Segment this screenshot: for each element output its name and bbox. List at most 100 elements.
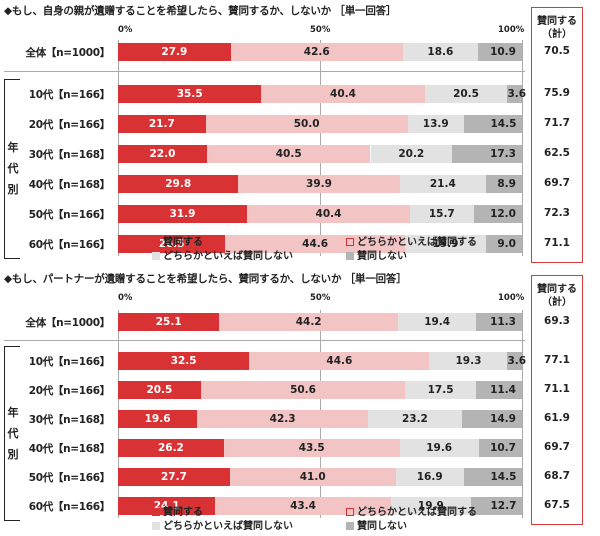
row-label: 40代【n=168】	[28, 179, 111, 191]
chart-title: ◆もし、パートナーが遺贈することを希望したら、賛同するか、しないか ［単一回答］	[4, 273, 407, 285]
summary-header-line: 賛同する	[537, 16, 577, 27]
bar-value-label: 19.9	[417, 500, 444, 512]
summary-value: 68.7	[544, 470, 570, 482]
age-group-char: 代	[7, 426, 19, 440]
bar-segment-disagree	[507, 352, 522, 370]
bar-segment-somewhat_agree	[197, 410, 369, 428]
gridline	[522, 40, 523, 256]
bar-segment-agree	[118, 145, 207, 163]
bar-value-label: 14.9	[490, 413, 516, 425]
bar-segment-somewhat_agree	[219, 313, 398, 331]
bar-value-label: 40.4	[315, 208, 342, 220]
bar-value-label: 22.0	[149, 148, 176, 160]
legend-item-disagree: 賛同しない	[346, 517, 407, 532]
bar-segment-somewhat_disagree	[405, 235, 486, 253]
bar-segment-somewhat_disagree	[390, 497, 472, 515]
x-tick-label: 0%	[118, 293, 133, 303]
bar-segment-somewhat_disagree	[399, 439, 479, 457]
legend-swatch	[152, 238, 160, 246]
bar-value-label: 24.1	[153, 500, 180, 512]
bar-segment-agree	[118, 352, 250, 370]
legend-item-somewhat_agree: どちらかといえば賛同する	[346, 233, 477, 248]
legend-label: 賛同しない	[357, 521, 407, 532]
age-group-bracket	[4, 346, 20, 521]
bar-segment-somewhat_disagree	[405, 381, 476, 399]
bar-segment-disagree	[485, 235, 522, 253]
row-label: 60代【n=166】	[28, 239, 111, 251]
bar-value-label: 27.7	[160, 471, 187, 483]
bar-value-label: 19.3	[455, 355, 482, 367]
legend-item-disagree: 賛同しない	[346, 247, 407, 262]
x-tick-label: 0%	[118, 25, 133, 35]
bar-value-label: 14.5	[490, 118, 517, 130]
summary-box	[531, 275, 583, 525]
summary-box	[531, 7, 583, 263]
legend-label: 賛同しない	[357, 251, 407, 262]
age-group-label: 年代別	[6, 402, 20, 465]
bar-value-label: 31.9	[169, 208, 196, 220]
bar-value-label: 42.6	[303, 46, 330, 58]
row-separator	[4, 340, 525, 341]
summary-header-line: （計）	[542, 29, 572, 40]
bar-value-label: 3.6	[507, 85, 526, 103]
bar-segment-somewhat_disagree	[402, 43, 478, 61]
bar-segment-somewhat_agree	[230, 43, 403, 61]
bar-value-label: 40.4	[330, 88, 356, 100]
bar-segment-disagree	[486, 175, 522, 193]
bar-value-label: 44.6	[302, 238, 329, 250]
bar-value-label: 35.5	[176, 88, 203, 100]
bar-value-label: 3.6	[507, 352, 526, 370]
bar-value-label: 9.0	[497, 238, 516, 250]
bar-segment-disagree	[461, 410, 522, 428]
legend-item-agree: 賛同する	[152, 503, 203, 518]
bar-value-label: 15.7	[428, 208, 455, 220]
bar-segment-agree	[118, 381, 201, 399]
bar-segment-disagree	[452, 145, 522, 163]
bar-value-label: 21.4	[429, 178, 456, 190]
bar-segment-somewhat_disagree	[424, 85, 508, 103]
bar-segment-somewhat_disagree	[399, 175, 487, 193]
bar-value-label: 20.5	[146, 384, 173, 396]
bar-segment-disagree	[473, 205, 522, 223]
age-group-char: 年	[7, 141, 19, 154]
bar-segment-somewhat_disagree	[395, 468, 464, 486]
x-tick-label: 50%	[310, 25, 331, 35]
legend-item-somewhat_agree: どちらかといえば賛同する	[346, 503, 477, 518]
legend-swatch	[152, 252, 160, 260]
bar-value-label: 12.0	[490, 208, 516, 220]
x-tick-label: 100%	[498, 293, 525, 303]
x-tick-label: 100%	[498, 25, 525, 35]
summary-header-line: 賛同する	[537, 284, 577, 295]
bar-value-label: 43.5	[298, 442, 325, 454]
summary-value: 62.5	[544, 147, 570, 159]
summary-value: 71.1	[544, 237, 570, 249]
summary-value: 77.1	[544, 354, 570, 366]
summary-value: 71.1	[544, 383, 570, 395]
summary-value: 75.9	[544, 87, 570, 99]
legend-label: どちらかといえば賛同する	[357, 237, 477, 248]
bar-value-label: 27.9	[161, 46, 188, 58]
bar-segment-disagree	[463, 115, 523, 133]
bar-value-label: 12.7	[490, 500, 517, 512]
bar-value-label: 8.9	[497, 178, 516, 190]
row-separator	[4, 71, 525, 72]
row-label: 20代【n=166】	[28, 385, 111, 397]
summary-value: 71.7	[544, 117, 570, 129]
summary-value: 61.9	[544, 412, 570, 424]
summary-value: 67.5	[544, 499, 570, 511]
legend-label: 賛同する	[163, 507, 203, 518]
row-label: 全体【n=1000】	[25, 317, 111, 329]
bar-value-label: 20.5	[453, 88, 479, 100]
bar-segment-disagree	[477, 43, 522, 61]
row-label: 40代【n=168】	[28, 443, 111, 455]
chart-title: ◆もし、自身の親が遺贈することを希望したら、賛同するか、しないか ［単一回答］	[4, 5, 397, 17]
bar-value-label: 20.2	[398, 148, 425, 160]
bar-value-label: 50.0	[293, 118, 320, 130]
bar-segment-somewhat_agree	[249, 352, 430, 370]
bar-value-label: 17.3	[490, 148, 516, 160]
bar-value-label: 42.3	[269, 413, 296, 425]
bar-value-label: 13.9	[422, 118, 449, 130]
legend-swatch	[152, 522, 160, 530]
bar-segment-somewhat_agree	[223, 439, 400, 457]
bar-segment-agree	[118, 439, 224, 457]
